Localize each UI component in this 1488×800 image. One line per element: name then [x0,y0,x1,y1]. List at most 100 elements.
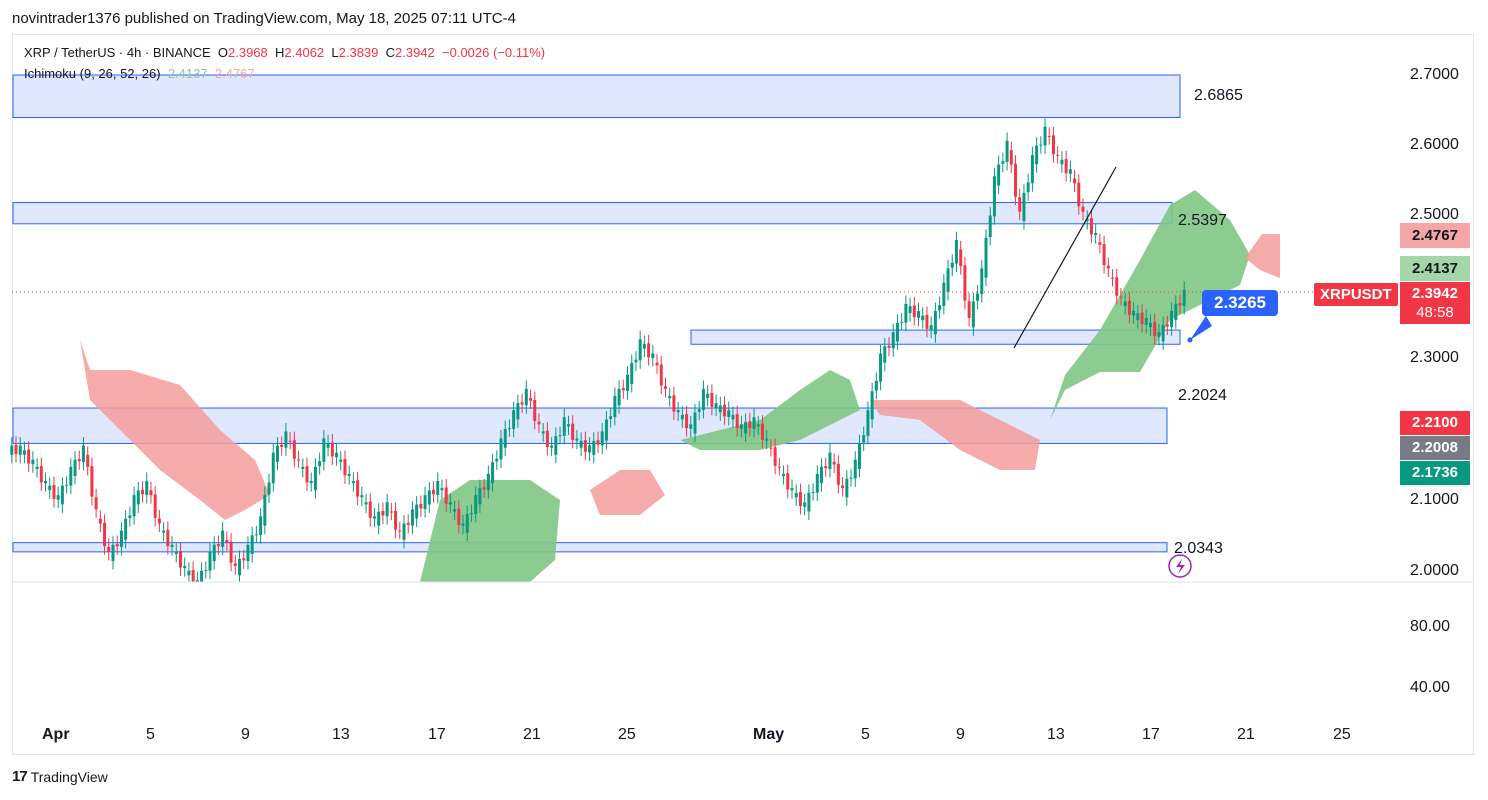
candle-body [1030,155,1034,184]
candle-body [410,509,414,526]
candle-body [128,515,132,519]
x-tick: 17 [1142,726,1160,743]
x-tick: 9 [241,726,250,743]
candle-body [836,463,840,485]
candle-body [541,431,545,434]
candle-body [617,388,621,406]
candle-body [90,466,94,497]
published-line: novintrader1376 published on TradingView… [12,10,516,27]
cloud-red-2 [590,470,665,515]
legend-ichimoku[interactable]: Ichimoku (9, 26, 52, 26) 2.4137 2.4767 [24,66,255,81]
x-tick: 21 [1237,726,1255,743]
candle-body [191,570,195,582]
l-value: 2.3839 [338,45,379,60]
candle-body [318,461,322,467]
last-price-value: 2.3942 [1412,285,1458,302]
candle-body [883,346,887,363]
candle-body [752,417,756,429]
zone-label-5: 2.0343 [1174,540,1223,557]
x-tick: 5 [861,726,870,743]
candle-body [111,544,115,562]
candle-body [887,345,891,348]
candle-body [701,388,705,410]
candle-body [554,436,558,455]
candle-body [1111,277,1115,279]
price-callout[interactable]: 2.3265 [1202,290,1278,316]
candle-body [1056,154,1060,156]
candle-body [195,580,199,582]
trendline [1013,166,1117,349]
x-tick: May [753,726,785,743]
candle-body [550,445,554,448]
osc-tick: 40.00 [1410,679,1451,696]
candle-body [1132,310,1136,316]
legend-symbol: XRP / TetherUS · 4h · BINANCE [24,45,211,60]
candle-body [347,473,351,477]
candle-body [891,332,895,349]
candle-body [31,459,35,465]
candle-body [760,423,764,440]
zone-label-1: 2.6865 [1194,87,1243,104]
ichimoku-b-value: 2.4767 [214,66,255,81]
cloud-red-4 [1245,234,1280,278]
candle-body [853,459,857,479]
candle-body [794,492,798,498]
callout-anchor [1187,337,1193,343]
candle-body [659,364,663,386]
y-tick: 2.0000 [1410,562,1459,579]
candle-body [579,440,583,448]
candle-body [301,466,305,469]
candle-body [77,459,81,462]
candle-body [604,419,608,441]
candle-body [997,164,1001,186]
candle-body [389,511,393,513]
candle-body [803,502,807,507]
candle-body [1051,135,1055,155]
candle-body [427,490,431,505]
cloud-green-3 [1050,190,1250,420]
candle-body [1178,303,1182,306]
candle-body [208,551,212,571]
h-label: H [275,45,285,60]
y-tick: 2.5000 [1410,206,1459,223]
candle-body [292,440,296,459]
candle-body [685,414,689,429]
candle-body [136,490,140,505]
candle-body [1043,126,1047,146]
candle-body [583,440,587,452]
candle-body [124,518,128,540]
candle-body [959,249,963,267]
candle-body [478,488,482,505]
candle-body [1009,150,1013,165]
candle-body [107,546,111,552]
candle-body [832,461,836,465]
o-label: O [217,45,228,60]
footer-brand[interactable]: 17 TradingView [12,768,108,785]
candle-body [204,569,208,571]
candle-body [697,409,701,412]
candle-body [1102,244,1106,266]
x-tick: 17 [428,726,446,743]
candle-body [693,412,697,434]
x-tick: 9 [956,726,965,743]
candle-body [81,445,85,462]
cloud-red-3 [870,400,1040,470]
lightning-bolt-icon [1176,559,1185,574]
candle-body [242,558,246,561]
candle-body [1094,233,1098,236]
candle-body [305,466,309,483]
candle-body [44,481,48,484]
candle-body [372,516,376,519]
candle-body [1127,300,1131,315]
candle-body [874,380,878,391]
candle-body [950,262,954,268]
bar-countdown: 48:58 [1416,304,1454,321]
candle-body [912,305,916,318]
candle-body [879,353,883,382]
candle-body [1005,140,1009,162]
candle-body [1089,218,1093,235]
c-value: 2.3942 [395,45,435,60]
candle-body [516,403,520,420]
candle-body [250,535,254,554]
